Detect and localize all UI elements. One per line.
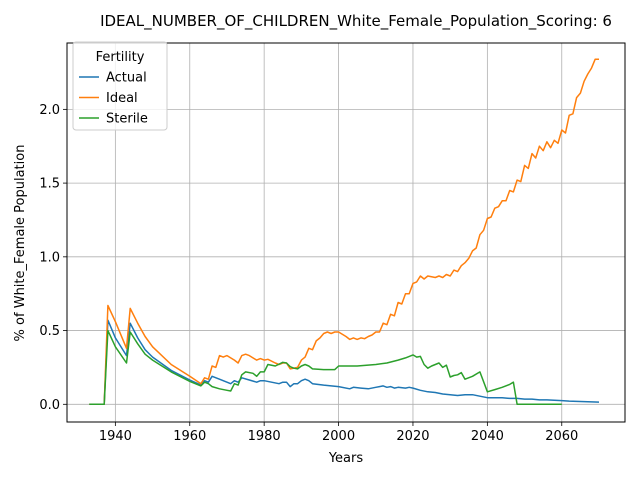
y-tick-label: 2.0 (39, 103, 60, 118)
x-tick-label: 1940 (99, 429, 132, 444)
legend-label-actual: Actual (106, 71, 147, 86)
legend-box (72, 41, 168, 131)
x-tick-label: 2040 (471, 429, 504, 444)
axis-ticks: 1940 1960 1980 2000 2020 2040 2060 0.0 0.5 1.0 1.5… (39, 103, 578, 444)
y-tick-label: 0.0 (39, 398, 60, 413)
legend-title: Fertility (96, 50, 145, 65)
chart-title: IDEAL_NUMBER_OF_CHILDREN_White_Female_Po… (100, 12, 612, 31)
x-tick-label: 1960 (173, 429, 206, 444)
plot-frame (66, 42, 626, 423)
y-tick-label: 0.5 (39, 324, 60, 339)
legend-entries: Actual Ideal Sterile (79, 71, 148, 127)
y-tick-label: 1.0 (39, 250, 60, 265)
series-line-sterile (89, 329, 562, 406)
x-tick-label: 2020 (396, 429, 429, 444)
x-tick-label: 2060 (545, 429, 578, 444)
series-lines (89, 58, 600, 406)
series-line-actual (89, 319, 600, 406)
x-tick-label: 1980 (248, 429, 281, 444)
y-axis-label: % of White_Female Population (13, 145, 28, 342)
x-tick-label: 2000 (322, 429, 355, 444)
y-tick-label: 1.5 (39, 177, 60, 192)
legend: Fertility Actual Ideal Sterile (72, 41, 168, 131)
x-axis-label: Years (328, 451, 364, 466)
legend-label-sterile: Sterile (106, 112, 148, 127)
legend-label-ideal: Ideal (106, 91, 138, 106)
series-line-ideal (89, 58, 599, 406)
